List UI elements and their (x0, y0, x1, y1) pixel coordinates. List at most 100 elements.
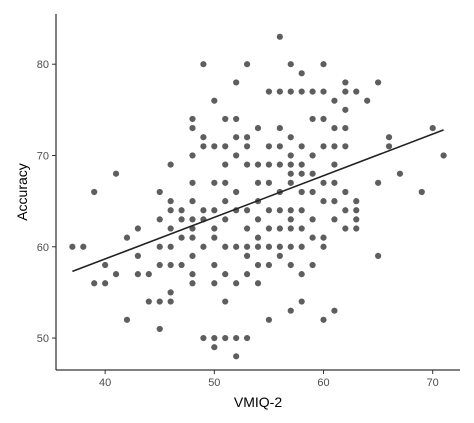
data-point (342, 88, 349, 95)
data-point (233, 152, 240, 159)
data-point (102, 280, 109, 287)
data-point (167, 207, 174, 214)
data-point (276, 207, 283, 214)
data-point (167, 225, 174, 232)
data-point (178, 207, 185, 214)
data-point (320, 179, 327, 186)
data-point (91, 188, 98, 196)
data-point (233, 280, 240, 287)
x-tick-label: 50 (208, 377, 220, 389)
data-point (123, 234, 131, 241)
data-point (178, 216, 185, 223)
data-point (320, 316, 327, 323)
data-point (298, 161, 305, 168)
y-tick-label: 80 (37, 59, 49, 71)
data-point (211, 207, 218, 214)
data-point (298, 88, 305, 95)
data-point (200, 143, 207, 150)
data-point (375, 179, 382, 186)
data-point (287, 243, 294, 250)
data-point (309, 115, 316, 123)
data-point (134, 271, 141, 278)
data-point (167, 289, 174, 296)
data-point (178, 234, 185, 241)
y-axis-title: Accuracy (14, 163, 30, 221)
data-point (112, 170, 120, 177)
data-point (243, 225, 251, 232)
data-point (102, 261, 109, 269)
x-tick-label: 60 (317, 377, 329, 389)
data-point (298, 271, 305, 278)
data-point (418, 188, 425, 196)
trend-line-layer (72, 129, 444, 273)
data-point (222, 143, 229, 150)
data-point (353, 216, 360, 223)
data-point (342, 143, 349, 150)
data-point (287, 216, 294, 223)
y-ticks: 50 60 70 80 (37, 59, 56, 345)
data-point (320, 234, 327, 241)
data-point (222, 271, 229, 278)
data-point (309, 152, 316, 159)
data-point (265, 316, 273, 323)
data-point (396, 170, 404, 177)
data-point (254, 216, 262, 223)
data-point (287, 170, 294, 177)
data-point (233, 134, 240, 141)
data-point (320, 88, 327, 95)
data-point (134, 252, 141, 259)
data-point (287, 152, 294, 159)
data-point (320, 143, 327, 150)
data-point (211, 97, 218, 104)
data-point (156, 243, 163, 250)
data-point (287, 307, 294, 314)
data-point (254, 280, 262, 287)
data-point (309, 188, 316, 196)
data-point (331, 97, 338, 104)
data-point (342, 106, 349, 113)
data-point (211, 261, 218, 269)
data-point (287, 134, 294, 141)
data-point (265, 261, 273, 269)
y-tick-label: 70 (37, 150, 49, 162)
data-point (254, 243, 262, 250)
data-point (309, 261, 316, 269)
data-point (178, 261, 185, 269)
data-point (276, 225, 283, 232)
data-point (331, 161, 338, 168)
data-point (440, 152, 447, 159)
data-point (123, 316, 131, 323)
data-point (69, 243, 76, 250)
data-point (298, 70, 305, 77)
data-point (353, 198, 360, 205)
data-point (254, 125, 262, 132)
data-point (189, 198, 196, 205)
data-point (156, 188, 163, 196)
data-point (353, 225, 360, 232)
data-point (233, 334, 240, 342)
data-point (211, 280, 218, 287)
data-point (254, 179, 262, 186)
data-point (287, 61, 294, 68)
data-point (211, 344, 218, 351)
data-point (320, 115, 327, 123)
y-tick-label: 60 (37, 242, 49, 254)
data-point (156, 261, 163, 269)
data-point (243, 243, 251, 250)
data-point (200, 207, 207, 214)
x-tick-label: 40 (99, 377, 111, 389)
data-point (298, 225, 305, 232)
data-point (211, 225, 218, 232)
data-point (243, 134, 251, 141)
data-point (331, 125, 338, 132)
data-point (287, 179, 294, 186)
data-point (167, 261, 174, 269)
data-point (156, 216, 163, 223)
data-point (167, 298, 174, 305)
data-point (189, 280, 196, 287)
data-point (243, 143, 251, 150)
data-point (342, 225, 349, 232)
data-point (189, 125, 196, 132)
points-layer (69, 33, 447, 360)
data-point (211, 334, 218, 342)
